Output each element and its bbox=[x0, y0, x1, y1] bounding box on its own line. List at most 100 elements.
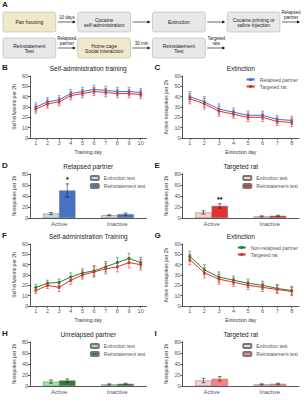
svg-text:20: 20 bbox=[22, 372, 28, 378]
svg-text:1: 1 bbox=[188, 140, 191, 146]
svg-text:Inactive: Inactive bbox=[260, 389, 281, 395]
svg-text:60: 60 bbox=[174, 182, 180, 188]
svg-text:D: D bbox=[2, 161, 8, 170]
svg-text:Social interaction: Social interaction bbox=[85, 48, 123, 54]
svg-text:Active: Active bbox=[51, 221, 68, 227]
svg-text:4: 4 bbox=[69, 140, 72, 146]
svg-text:2: 2 bbox=[203, 140, 206, 146]
svg-text:60: 60 bbox=[174, 350, 180, 356]
svg-text:20: 20 bbox=[174, 114, 180, 120]
svg-text:40: 40 bbox=[22, 94, 28, 100]
svg-text:20: 20 bbox=[174, 282, 180, 288]
svg-text:Extinction test: Extinction test bbox=[256, 343, 288, 349]
svg-text:Extinction: Extinction bbox=[168, 19, 190, 25]
svg-text:20: 20 bbox=[174, 204, 180, 210]
svg-text:Inactive: Inactive bbox=[107, 221, 128, 227]
svg-text:Extinction day: Extinction day bbox=[225, 317, 257, 323]
svg-text:Self-infusions per 2h: Self-infusions per 2h bbox=[11, 84, 17, 130]
svg-text:8: 8 bbox=[290, 308, 293, 314]
svg-text:5: 5 bbox=[247, 140, 250, 146]
svg-text:Relapsed partner: Relapsed partner bbox=[260, 77, 299, 83]
svg-text:B: B bbox=[2, 63, 8, 72]
svg-text:Targeted rat: Targeted rat bbox=[251, 252, 278, 258]
svg-text:E: E bbox=[155, 161, 161, 170]
svg-text:G: G bbox=[155, 231, 161, 240]
svg-text:Inactive: Inactive bbox=[107, 389, 128, 395]
svg-text:60: 60 bbox=[174, 73, 180, 79]
svg-text:Unrelapsed partner: Unrelapsed partner bbox=[60, 331, 116, 339]
svg-text:4: 4 bbox=[232, 140, 235, 146]
svg-text:Extinction test: Extinction test bbox=[104, 175, 136, 181]
svg-text:2: 2 bbox=[46, 140, 49, 146]
svg-text:0: 0 bbox=[25, 303, 28, 309]
svg-text:Reinstatement test: Reinstatement test bbox=[104, 183, 146, 189]
svg-text:30: 30 bbox=[174, 272, 180, 278]
svg-text:Active: Active bbox=[203, 389, 220, 395]
svg-text:20: 20 bbox=[174, 372, 180, 378]
svg-text:8: 8 bbox=[290, 140, 293, 146]
svg-text:self-administration: self-administration bbox=[84, 22, 125, 28]
svg-text:F: F bbox=[2, 231, 7, 240]
svg-text:Nosepokes per 1h: Nosepokes per 1h bbox=[11, 175, 17, 216]
svg-text:Training day: Training day bbox=[75, 317, 103, 323]
svg-text:10: 10 bbox=[174, 125, 180, 131]
svg-text:6: 6 bbox=[93, 308, 96, 314]
svg-text:Test: Test bbox=[174, 48, 184, 54]
svg-text:6: 6 bbox=[261, 140, 264, 146]
svg-text:Extinction test: Extinction test bbox=[256, 175, 288, 181]
svg-text:10: 10 bbox=[22, 293, 28, 299]
svg-text:Extinction: Extinction bbox=[227, 233, 256, 240]
svg-text:3: 3 bbox=[217, 308, 220, 314]
svg-text:0: 0 bbox=[177, 383, 180, 389]
svg-text:20: 20 bbox=[22, 282, 28, 288]
svg-text:1: 1 bbox=[34, 308, 37, 314]
svg-text:0: 0 bbox=[25, 135, 28, 141]
svg-text:5: 5 bbox=[247, 308, 250, 314]
svg-text:A: A bbox=[2, 0, 8, 9]
svg-text:0: 0 bbox=[25, 215, 28, 221]
svg-text:80: 80 bbox=[174, 339, 180, 345]
svg-text:2: 2 bbox=[46, 308, 49, 314]
svg-text:Active: Active bbox=[51, 389, 68, 395]
svg-text:I: I bbox=[155, 329, 157, 338]
svg-text:rats: rats bbox=[212, 41, 220, 46]
svg-text:40: 40 bbox=[22, 361, 28, 367]
svg-text:saline injection: saline injection bbox=[237, 22, 270, 28]
svg-text:Training day: Training day bbox=[75, 149, 103, 155]
svg-text:8: 8 bbox=[116, 308, 119, 314]
svg-text:Nosepokes per 1h: Nosepokes per 1h bbox=[163, 175, 169, 216]
svg-text:*: * bbox=[66, 176, 69, 183]
svg-text:0: 0 bbox=[177, 135, 180, 141]
svg-text:80: 80 bbox=[22, 171, 28, 177]
svg-text:30: 30 bbox=[174, 104, 180, 110]
svg-text:50: 50 bbox=[22, 251, 28, 257]
svg-text:40: 40 bbox=[22, 262, 28, 268]
svg-text:60: 60 bbox=[22, 350, 28, 356]
svg-text:Active nosepokes per 2h: Active nosepokes per 2h bbox=[163, 79, 169, 134]
svg-text:40: 40 bbox=[174, 262, 180, 268]
svg-text:80: 80 bbox=[174, 171, 180, 177]
svg-text:1: 1 bbox=[188, 308, 191, 314]
svg-text:10: 10 bbox=[138, 140, 144, 146]
svg-text:Targeted rat: Targeted rat bbox=[223, 331, 258, 339]
svg-text:3: 3 bbox=[217, 140, 220, 146]
svg-text:40: 40 bbox=[174, 361, 180, 367]
svg-text:4: 4 bbox=[232, 308, 235, 314]
svg-text:Targeted rat: Targeted rat bbox=[223, 163, 258, 171]
svg-text:H: H bbox=[2, 329, 8, 338]
svg-text:Active: Active bbox=[203, 221, 220, 227]
svg-text:10: 10 bbox=[138, 308, 144, 314]
svg-text:8: 8 bbox=[116, 140, 119, 146]
svg-text:0: 0 bbox=[177, 303, 180, 309]
svg-text:30: 30 bbox=[22, 272, 28, 278]
svg-text:60: 60 bbox=[174, 241, 180, 247]
svg-text:3: 3 bbox=[58, 308, 61, 314]
svg-text:Nosepokes per 1h: Nosepokes per 1h bbox=[11, 343, 17, 384]
svg-text:5: 5 bbox=[81, 308, 84, 314]
svg-text:40: 40 bbox=[174, 94, 180, 100]
svg-text:10: 10 bbox=[174, 293, 180, 299]
svg-text:9: 9 bbox=[127, 308, 130, 314]
svg-text:Reinstatement test: Reinstatement test bbox=[256, 351, 298, 357]
svg-text:C: C bbox=[155, 63, 161, 72]
svg-text:**: ** bbox=[217, 196, 223, 203]
